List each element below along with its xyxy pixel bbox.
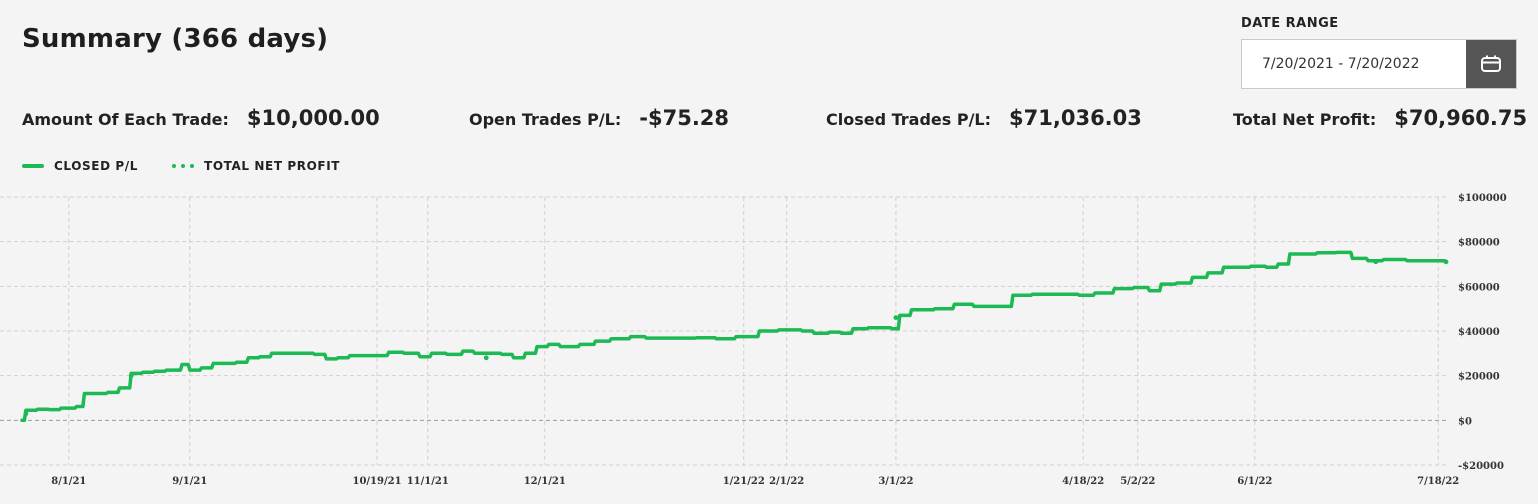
- x-tick-label: 2/1/22: [769, 476, 804, 487]
- y-tick-label: $80000: [1458, 238, 1500, 249]
- stat-closed-trades: Closed Trades P/L: $71,036.03: [826, 106, 1142, 130]
- legend-item-closed-pl[interactable]: CLOSED P/L: [22, 159, 138, 173]
- stat-value: $70,960.75: [1394, 106, 1528, 130]
- stat-label: Total Net Profit:: [1233, 110, 1377, 129]
- calendar-button[interactable]: [1466, 40, 1516, 88]
- series-point-total-net-profit: [1373, 259, 1379, 265]
- legend-solid-swatch: [22, 164, 44, 168]
- page-title: Summary (366 days): [22, 24, 329, 54]
- stat-total-net-profit: Total Net Profit: $70,960.75: [1233, 106, 1527, 130]
- series-point-total-net-profit: [893, 315, 899, 320]
- legend-dotted-swatch: [172, 164, 195, 168]
- series-point-total-net-profit: [23, 411, 29, 417]
- x-tick-label: 5/2/22: [1120, 476, 1155, 487]
- x-tick-label: 12/1/21: [524, 476, 566, 487]
- profit-line-chart: $100000 $80000 $60000 $40000 $20000 $0 -$20000…: [0, 193, 1507, 487]
- x-tick-label: 7/18/22: [1417, 476, 1459, 487]
- stat-value: -$75.28: [639, 106, 730, 130]
- y-tick-label: $20000: [1458, 372, 1500, 383]
- date-range-input[interactable]: 7/20/2021 - 7/20/2022: [1262, 56, 1420, 72]
- y-tick-label: $40000: [1458, 327, 1500, 338]
- series-point-total-net-profit: [1443, 259, 1449, 265]
- legend-label: CLOSED P/L: [54, 159, 139, 173]
- date-range-picker[interactable]: 7/20/2021 - 7/20/2022: [1241, 39, 1517, 89]
- x-tick-label: 10/19/21: [352, 476, 401, 487]
- y-tick-label: $100000: [1458, 193, 1507, 204]
- x-tick-label: 4/18/22: [1062, 476, 1104, 487]
- x-tick-label: 11/1/21: [407, 476, 449, 487]
- legend-label: TOTAL NET PROFIT: [204, 159, 341, 173]
- x-tick-label: 6/1/22: [1237, 476, 1272, 487]
- y-tick-label: -$20000: [1458, 461, 1504, 472]
- stat-label: Closed Trades P/L:: [826, 110, 992, 129]
- x-tick-label: 9/1/21: [172, 476, 207, 487]
- legend-item-total-net-profit[interactable]: TOTAL NET PROFIT: [172, 159, 340, 173]
- x-tick-label: 3/1/22: [878, 476, 913, 487]
- stat-open-trades: Open Trades P/L: -$75.28: [469, 106, 729, 130]
- calendar-icon: [1481, 55, 1501, 72]
- y-tick-label: $60000: [1458, 282, 1500, 293]
- stat-amount-each-trade: Amount Of Each Trade: $10,000.00: [22, 106, 380, 130]
- series-point-total-net-profit: [483, 355, 489, 361]
- date-range-label: DATE RANGE: [1241, 16, 1339, 31]
- stat-value: $71,036.03: [1009, 106, 1142, 130]
- y-tick-label: $0: [1458, 416, 1472, 427]
- stat-label: Open Trades P/L:: [469, 110, 622, 129]
- series-point-total-net-profit: [128, 373, 134, 379]
- chart-legend: CLOSED P/L TOTAL NET PROFIT: [22, 159, 374, 173]
- stat-label: Amount Of Each Trade:: [22, 110, 229, 129]
- x-tick-label: 8/1/21: [51, 476, 86, 487]
- stat-value: $10,000.00: [246, 106, 380, 130]
- series-line-closed-pl: [20, 250, 1448, 423]
- x-tick-label: 1/21/22: [723, 476, 765, 487]
